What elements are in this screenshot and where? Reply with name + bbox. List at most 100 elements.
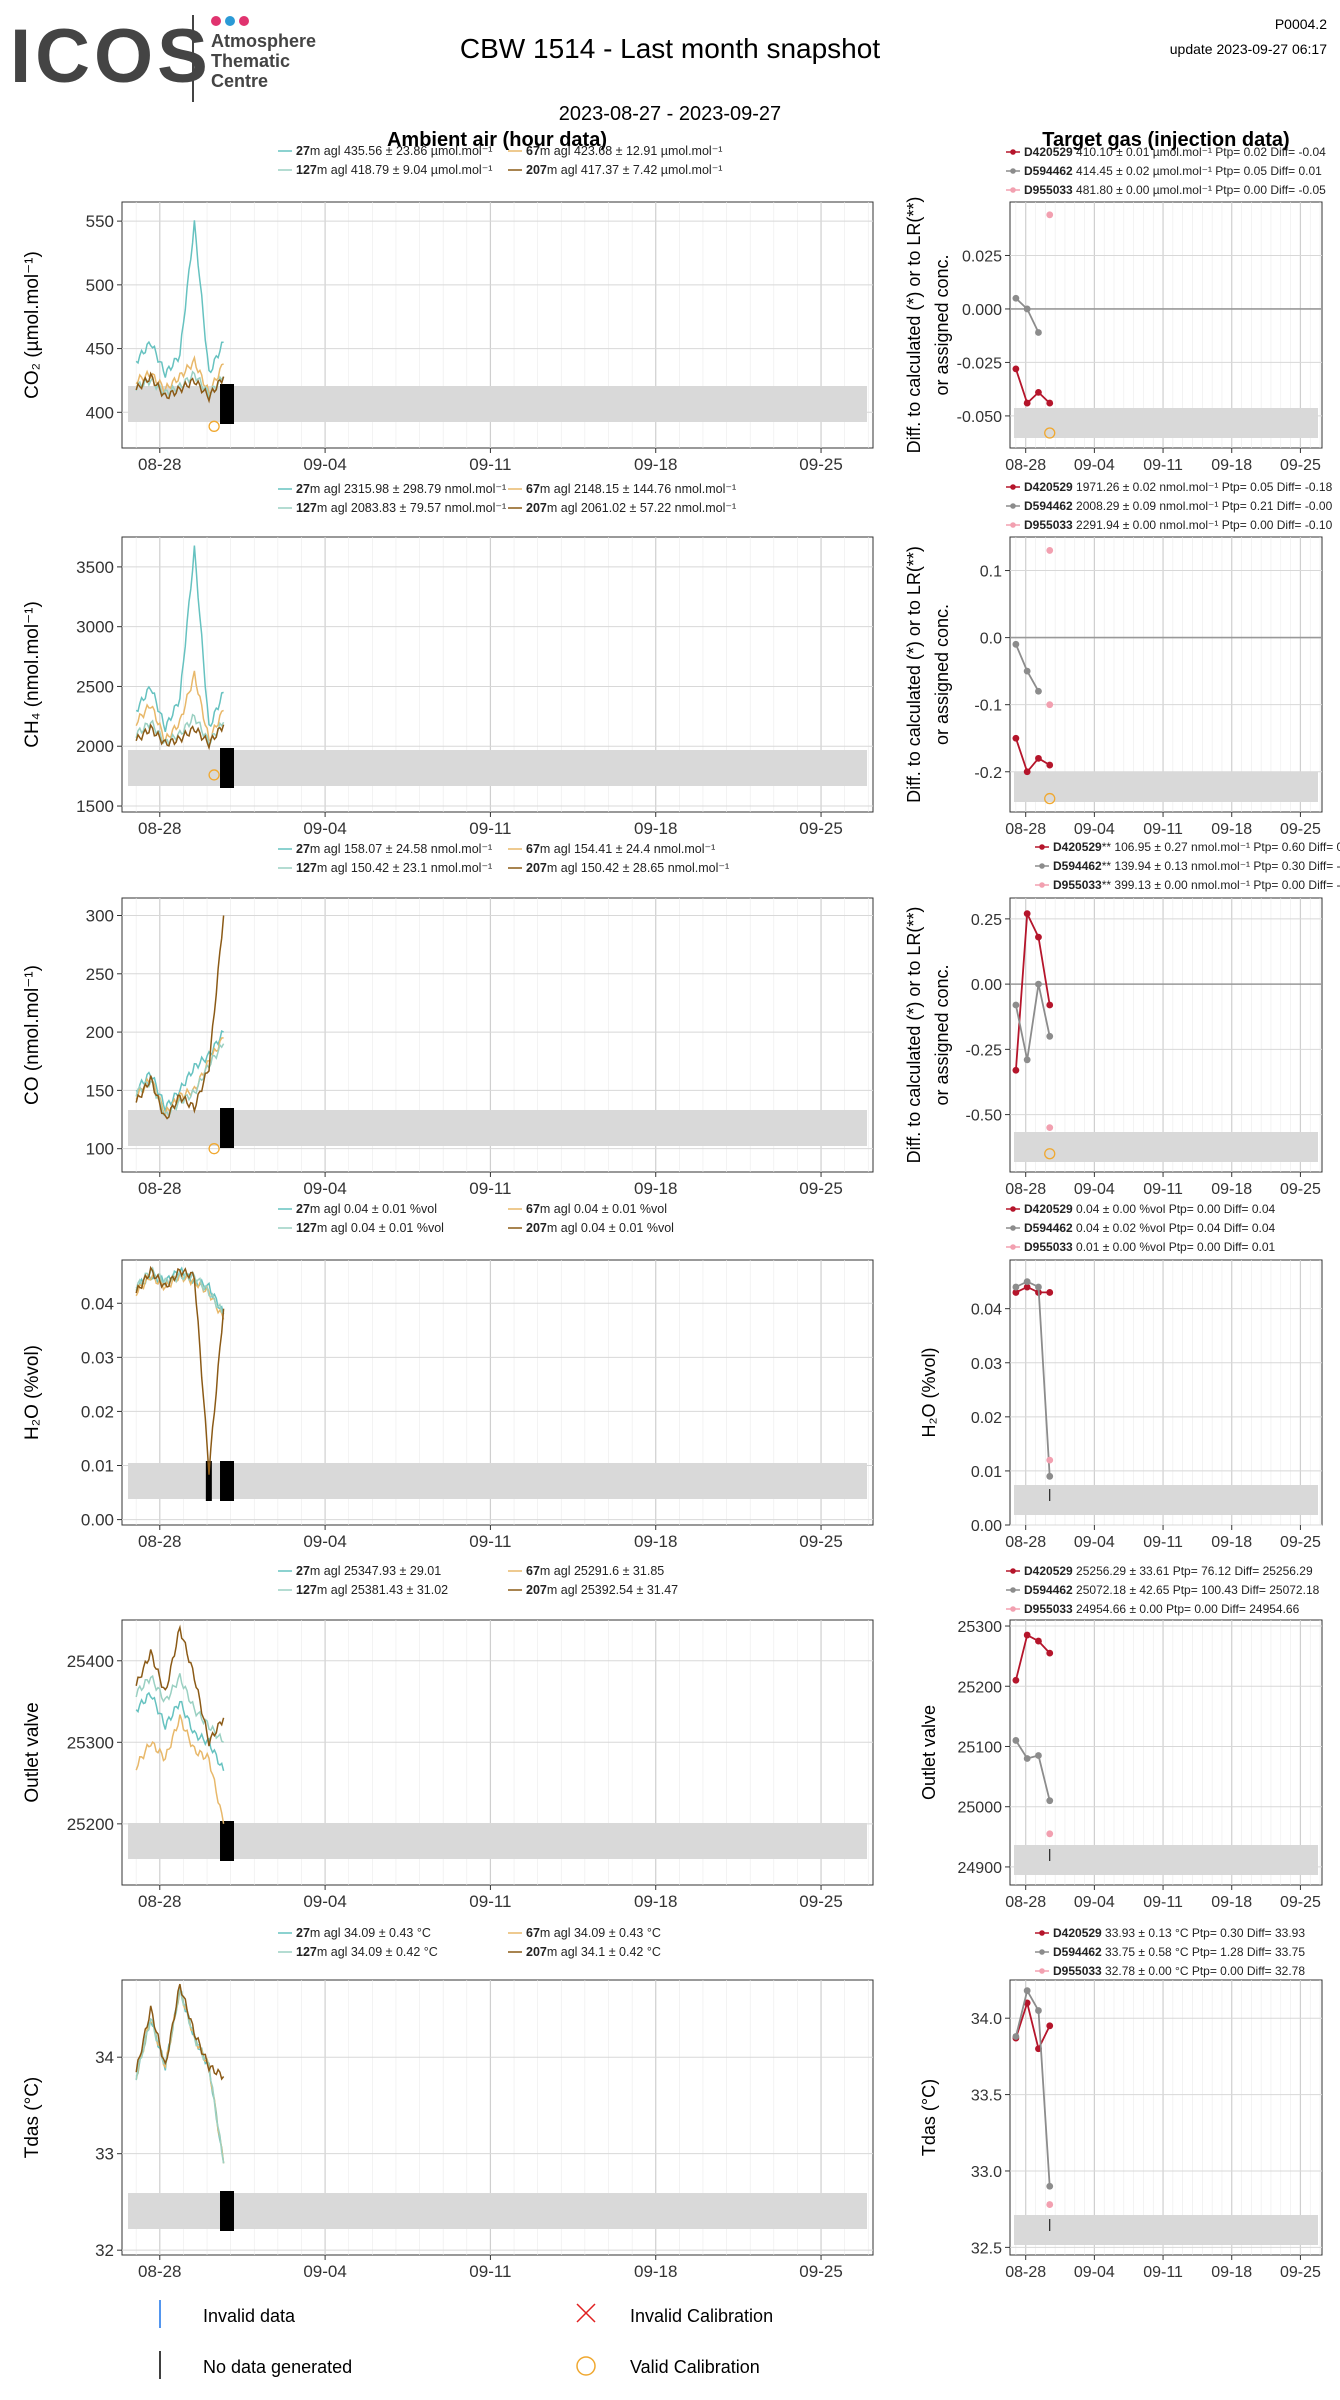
p5-t-ytick-label: 33.0 xyxy=(971,2164,1002,2181)
p3-t-ytick-label: 0.02 xyxy=(971,1410,1002,1427)
p0-target-point-D420529 xyxy=(1012,365,1020,373)
p2-target-point-D594462 xyxy=(1023,1056,1031,1064)
p4-target-point-D594462 xyxy=(1012,1737,1020,1744)
p3-target-point-D594462 xyxy=(1023,1278,1031,1286)
p2-target-point-D955033 xyxy=(1046,1124,1054,1132)
p0-target-line-D420529 xyxy=(1015,368,1051,405)
p4-legend-text: 67m agl 25291.6 ± 31.85 xyxy=(526,1564,664,1578)
p1-nodata-band xyxy=(128,750,867,786)
p1-ytick-label: 3500 xyxy=(76,558,114,577)
p2-target-line-D420529 xyxy=(1015,910,1051,1071)
p3-ytick-label: 0.01 xyxy=(81,1457,114,1476)
p4-series-67 xyxy=(135,1714,225,1824)
legend-height: 127 xyxy=(296,1583,317,1597)
p4-tlegend-text: D594462 25072.18 ± 42.65 Ptp= 100.43 Dif… xyxy=(1024,1583,1320,1597)
p0-ylabel: CO₂ (µmol.mol⁻¹) xyxy=(22,251,43,399)
p1-legend-text: 67m agl 2148.15 ± 144.76 nmol.mol⁻¹ xyxy=(526,482,736,496)
p1-t-ylabel-2: or assigned conc. xyxy=(932,604,952,745)
p4-legend-text: 127m agl 25381.43 ± 31.02 xyxy=(296,1583,448,1597)
legend-height: 207 xyxy=(526,501,547,515)
p3-tlegend-text: D420529 0.04 ± 0.00 %vol Ptp= 0.00 Diff=… xyxy=(1024,1202,1276,1216)
logo-dot-pink xyxy=(239,16,249,26)
p5-ambient-xtick-label: 09-25 xyxy=(799,2262,842,2281)
legend-cylinder: D420529 xyxy=(1024,480,1073,494)
p1-target-point-D420529 xyxy=(1023,768,1031,776)
p2-target-xtick-label: 09-25 xyxy=(1280,1181,1321,1198)
p0-legend-text: 127m agl 418.79 ± 9.04 µmol.mol⁻¹ xyxy=(296,163,492,177)
p1-target-point-D420529 xyxy=(1035,754,1042,762)
p3-tlegend-dot xyxy=(1010,1206,1016,1212)
p0-tlegend-dot xyxy=(1010,168,1016,174)
p5-ambient-xtick-label: 08-28 xyxy=(138,2262,181,2281)
p3-nodata-marker xyxy=(220,1461,235,1501)
p2-t-ylabel-2: or assigned conc. xyxy=(932,964,952,1105)
p5-target-point-D594462 xyxy=(1046,2182,1054,2190)
p0-t-ytick-label: 0.025 xyxy=(962,248,1002,265)
p2-legend-text: 127m agl 150.42 ± 23.1 nmol.mol⁻¹ xyxy=(296,861,492,875)
p3-target-line-D420529 xyxy=(1015,1286,1050,1294)
p3-ambient-xtick-label: 09-18 xyxy=(634,1532,677,1551)
p5-ylabel: Tdas (°C) xyxy=(22,2077,43,2159)
p2-tlegend-dot xyxy=(1039,863,1045,869)
legend-cylinder: D420529 xyxy=(1053,840,1102,854)
p3-ylabel: H₂O (%vol) xyxy=(22,1345,43,1440)
p1-ambient-xtick-label: 09-11 xyxy=(469,819,511,838)
legend-height: 207 xyxy=(526,1221,547,1235)
p1-ytick-label: 2500 xyxy=(76,677,114,696)
p2-t-band xyxy=(1014,1132,1318,1162)
p5-target-line-D594462 xyxy=(1015,1988,1051,2187)
legend-cylinder: D420529 xyxy=(1024,1202,1073,1216)
p0-ambient-xtick-label: 09-11 xyxy=(469,455,511,474)
p4-target-point-D594462 xyxy=(1023,1755,1031,1762)
p4-series-207 xyxy=(135,1624,225,1747)
centre-line-2: Thematic xyxy=(211,51,290,71)
p1-valid-calibration xyxy=(208,769,220,781)
p4-target-point-D594462 xyxy=(1035,1752,1042,1759)
p1-series-207 xyxy=(135,723,225,751)
p2-ylabel: CO (nmol.mol⁻¹) xyxy=(22,965,43,1105)
p4-target-point-D420529 xyxy=(1012,1676,1020,1684)
p4-target-xtick-label: 09-18 xyxy=(1211,1894,1252,1911)
p5-legend-text: 27m agl 34.09 ± 0.43 °C xyxy=(296,1926,431,1940)
p1-ambient-xtick-label: 09-25 xyxy=(799,819,842,838)
p0-t-ytick-label: 0.000 xyxy=(962,302,1002,319)
p2-ambient-xtick-label: 09-18 xyxy=(634,1179,677,1198)
p0-tlegend-text: D955033 481.80 ± 0.00 µmol.mol⁻¹ Ptp= 0.… xyxy=(1024,183,1326,197)
p3-target-point-D594462 xyxy=(1046,1472,1054,1480)
p2-target-xtick-label: 08-28 xyxy=(1005,1181,1046,1198)
p2-target-point-D420529 xyxy=(1046,1001,1054,1009)
legend-height: 127 xyxy=(296,501,317,515)
p5-target-xtick-label: 09-18 xyxy=(1211,2264,1252,2281)
legend-cylinder: D420529 xyxy=(1053,1926,1102,1940)
p1-target-point-D420529 xyxy=(1012,734,1020,742)
p2-target-line-D594462 xyxy=(1015,983,1051,1060)
p3-target-xtick-label: 09-11 xyxy=(1143,1534,1183,1551)
p2-tlegend-text: D955033** 399.13 ± 0.00 nmol.mol⁻¹ Ptp= … xyxy=(1053,878,1340,892)
valid-calibration-label: Valid Calibration xyxy=(630,2357,760,2377)
p5-target-point-D594462 xyxy=(1012,2033,1020,2040)
p2-target-frame xyxy=(1009,897,1323,1173)
p3-tlegend-text: D955033 0.01 ± 0.00 %vol Ptp= 0.00 Diff=… xyxy=(1024,1240,1276,1254)
p1-t-ylabel-1: Diff. to calculated (*) or to LR(**) xyxy=(904,546,924,803)
p0-tlegend-dot xyxy=(1010,149,1016,155)
p1-series-27 xyxy=(135,545,224,732)
logo-dot-blue xyxy=(225,16,235,26)
p5-t-band xyxy=(1014,2215,1318,2245)
p0-nodata-marker xyxy=(220,384,235,424)
legend-cylinder: D955033 xyxy=(1024,518,1073,532)
no-data-label: No data generated xyxy=(203,2357,352,2377)
p1-target-xtick-label: 08-28 xyxy=(1005,821,1046,838)
p3-t-ytick-label: 0.03 xyxy=(971,1356,1002,1373)
p1-tlegend-dot xyxy=(1010,503,1016,509)
p1-target-xtick-label: 09-25 xyxy=(1280,821,1321,838)
p2-ytick-label: 250 xyxy=(86,965,114,984)
p3-legend-text: 127m agl 0.04 ± 0.01 %vol xyxy=(296,1221,444,1235)
p4-target-xtick-label: 09-25 xyxy=(1280,1894,1321,1911)
p0-ambient-xtick-label: 09-04 xyxy=(303,455,346,474)
legend-cylinder: D420529 xyxy=(1024,145,1073,159)
p0-t-ytick-label: -0.025 xyxy=(957,355,1002,372)
p3-target-xtick-label: 09-25 xyxy=(1280,1534,1321,1551)
p4-target-point-D420529 xyxy=(1023,1631,1031,1639)
p4-target-point-D594462 xyxy=(1046,1797,1054,1805)
